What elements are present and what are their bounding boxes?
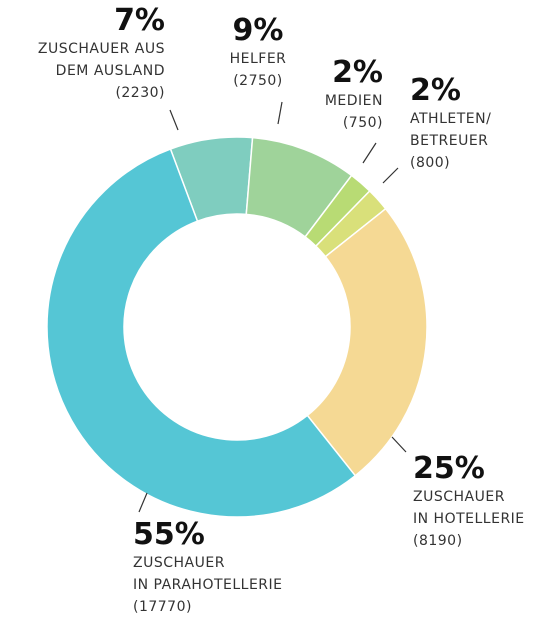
- value-label: 55%: [133, 517, 205, 552]
- category-label: ZUSCHAUER AUS: [37, 41, 165, 57]
- value-label: 7%: [114, 3, 165, 38]
- leader-line: [277, 101, 283, 125]
- category-label: DEM AUSLAND: [55, 63, 165, 79]
- value-label: 25%: [413, 451, 485, 486]
- category-label: BETREUER: [410, 133, 489, 149]
- count-label: (800): [410, 155, 451, 171]
- value-label: 2%: [332, 55, 383, 90]
- slice-label: 7% ZUSCHAUER AUS DEM AUSLAND (2230): [38, 4, 165, 104]
- slice-label: 55% ZUSCHAUER IN PARAHOTELLERIE (17770): [133, 518, 283, 618]
- count-label: (8190): [413, 533, 463, 549]
- leader-line: [138, 492, 148, 513]
- slice: [306, 207, 428, 477]
- category-label: HELFER: [229, 51, 287, 67]
- count-label: (2750): [233, 73, 283, 89]
- leader-line: [169, 109, 179, 131]
- category-label: IN HOTELLERIE: [413, 511, 525, 527]
- slice-label: 2% ATHLETEN/BETREUER (800): [410, 74, 491, 174]
- count-label: (750): [342, 115, 383, 131]
- leader-line: [362, 142, 377, 164]
- count-label: (2230): [115, 85, 165, 101]
- slice: [46, 148, 357, 518]
- category-label: MEDIEN: [324, 93, 383, 109]
- leader-line: [382, 167, 399, 184]
- slice-label: 2% MEDIEN (750): [325, 56, 383, 134]
- category-label: ZUSCHAUER: [133, 555, 225, 571]
- value-label: 9%: [232, 13, 284, 48]
- category-label: ZUSCHAUER: [413, 489, 505, 505]
- slice-label: 9% HELFER (2750): [230, 14, 287, 92]
- category-label: IN PARAHOTELLERIE: [133, 577, 283, 593]
- category-label: ATHLETEN/: [410, 111, 492, 127]
- slice-label: 25% ZUSCHAUER IN HOTELLERIE (8190): [413, 452, 525, 552]
- value-label: 2%: [410, 73, 461, 108]
- count-label: (17770): [133, 599, 192, 615]
- leader-line: [391, 436, 407, 453]
